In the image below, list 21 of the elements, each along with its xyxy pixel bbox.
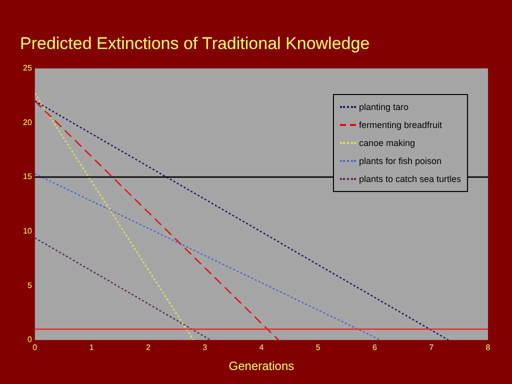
y-tick-label: 15 <box>22 172 32 182</box>
legend-label: plants to catch sea turtles <box>359 174 462 184</box>
legend-label: canoe making <box>359 138 416 148</box>
y-tick-label: 25 <box>22 64 32 73</box>
x-tick-label: 1 <box>89 343 94 352</box>
legend-label: plants for fish poison <box>359 156 442 166</box>
x-tick-label: 8 <box>486 343 491 352</box>
x-tick-label: 7 <box>429 343 434 352</box>
legend-label: fermenting breadfruit <box>359 120 442 130</box>
x-tick-label: 5 <box>316 343 321 352</box>
x-tick-label: 3 <box>202 343 208 352</box>
y-tick-label: 0 <box>27 335 32 344</box>
x-tick-label: 6 <box>372 343 378 352</box>
legend-label: planting taro <box>359 102 409 112</box>
y-tick-label: 10 <box>22 226 32 236</box>
x-tick-label: 2 <box>146 343 151 352</box>
y-tick-label: 20 <box>22 118 32 127</box>
y-tick-label: 5 <box>27 280 32 290</box>
x-tick-label: 4 <box>259 343 264 352</box>
chart-title: Predicted Extinctions of Traditional Knowledge <box>20 34 370 53</box>
x-axis-title: Generations <box>228 359 294 374</box>
